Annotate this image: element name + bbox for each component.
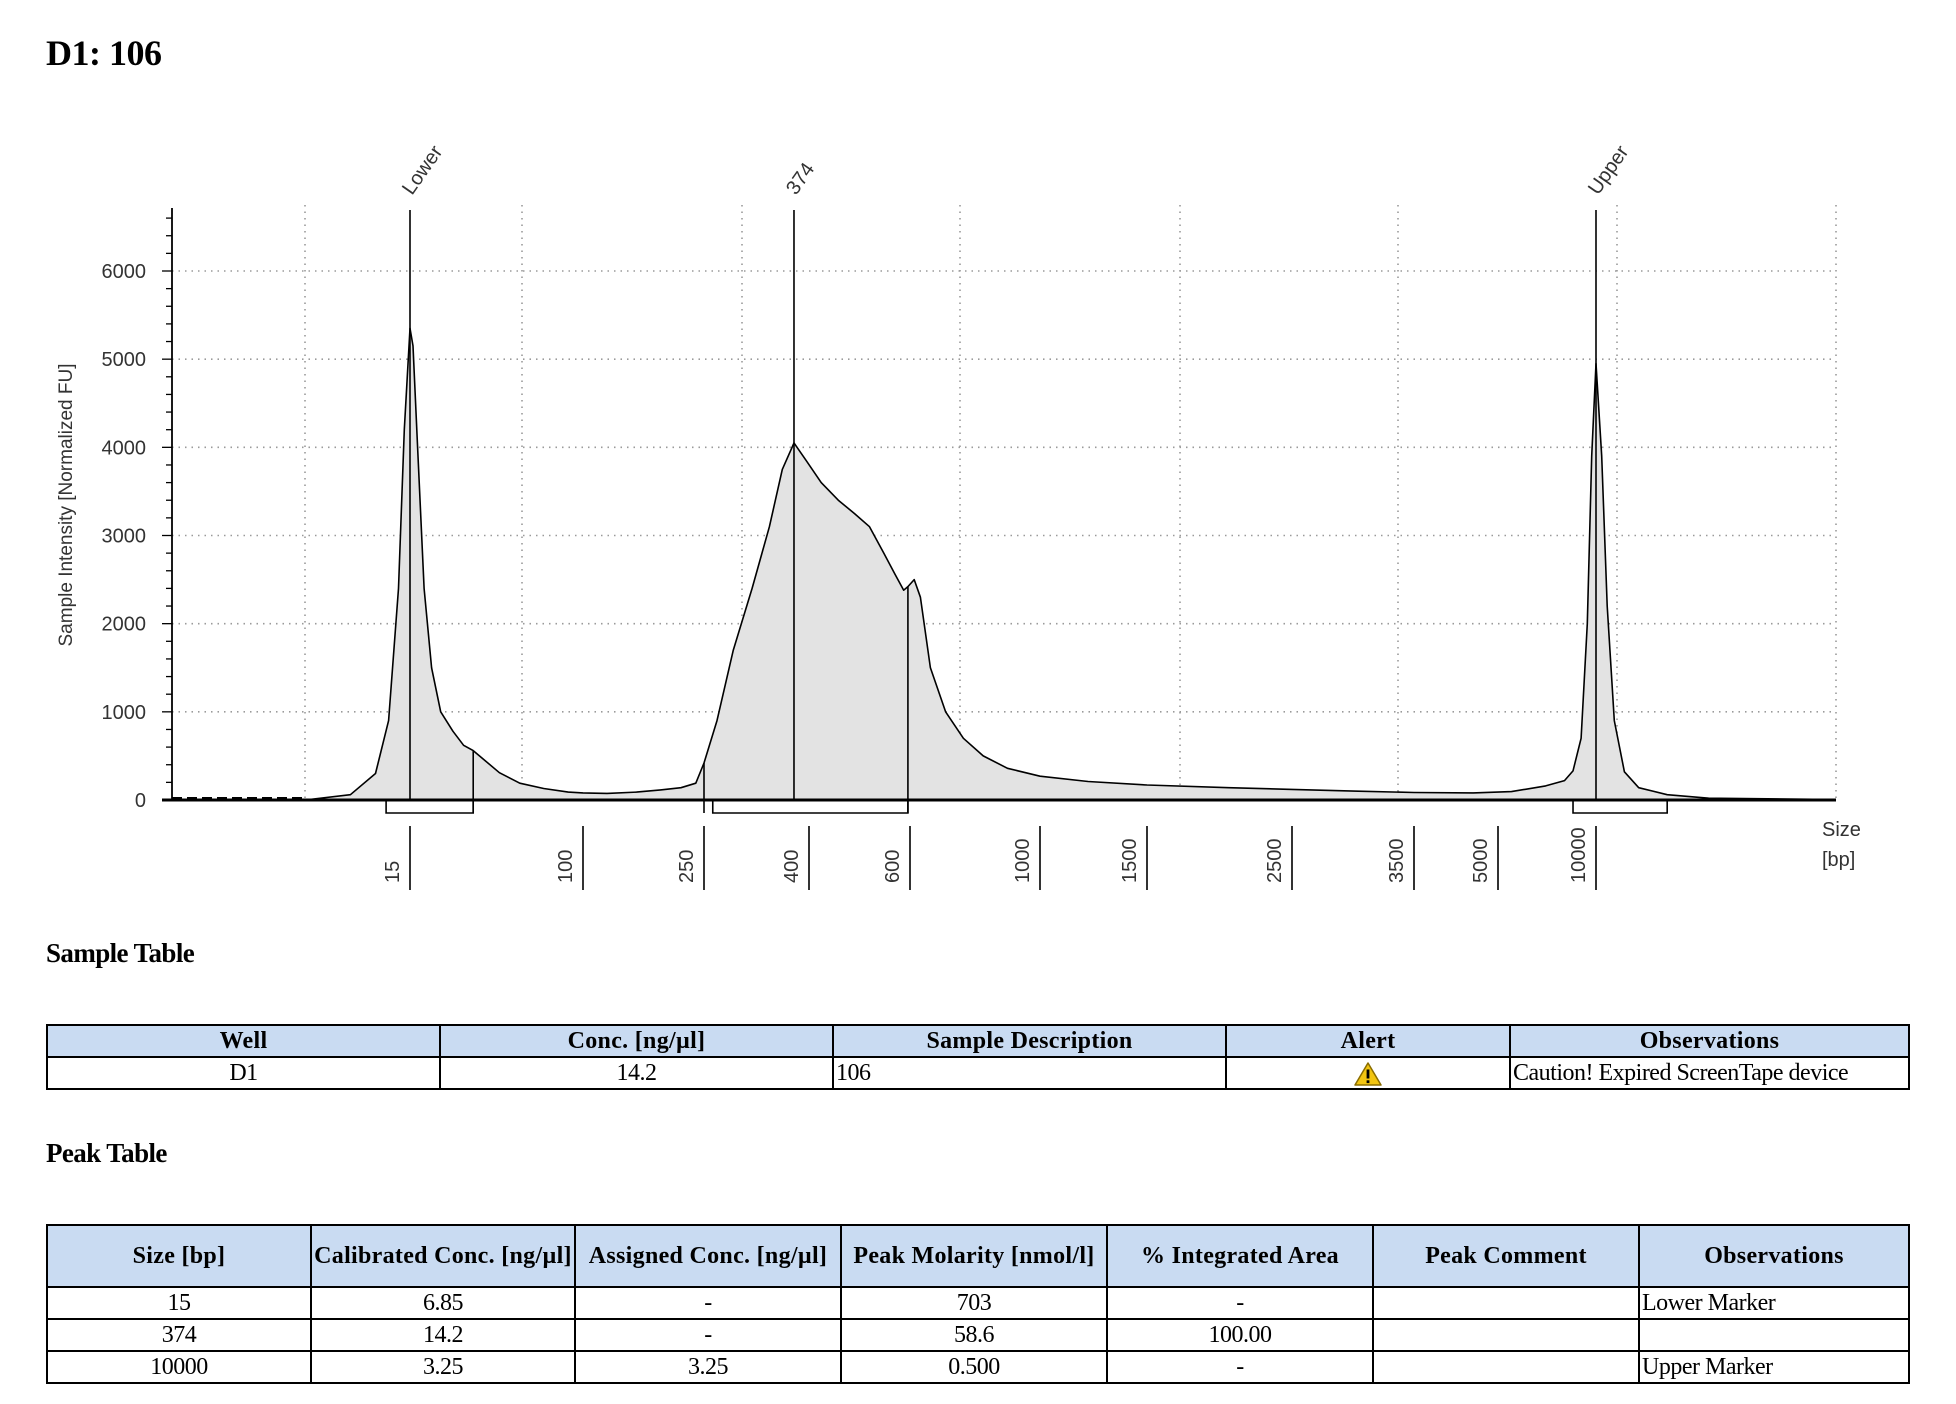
col-sample-description: Sample Description [832, 1024, 1227, 1058]
peak-label: Lower [398, 141, 447, 199]
cell-assigned-conc: - [574, 1318, 842, 1352]
region-bracket [711, 800, 909, 814]
region-brackets [385, 800, 1668, 814]
y-tick-label: 1000 [102, 702, 147, 724]
cell-size: 15 [46, 1286, 312, 1320]
cell-observations [1638, 1318, 1910, 1352]
trace-line [304, 327, 1837, 801]
cell-size: 10000 [46, 1350, 312, 1384]
x-tick-label: 400 [781, 850, 803, 883]
grid [172, 205, 1837, 800]
x-tick-label: 600 [882, 850, 904, 883]
col-calibrated-conc: Calibrated Conc. [ng/µl] [310, 1224, 576, 1288]
y-axis-label: Sample Intensity [Normalized FU] [56, 364, 77, 647]
peak-label: Upper [1584, 141, 1633, 199]
y-tick-label: 6000 [102, 261, 147, 283]
x-tick-label: 100 [555, 850, 577, 883]
y-tick-label: 2000 [102, 614, 147, 636]
cell-assigned-conc: 3.25 [574, 1350, 842, 1384]
col-size: Size [bp] [46, 1224, 312, 1288]
x-tick-label: 15 [382, 861, 404, 883]
page-title: D1: 106 [46, 33, 162, 73]
cell-alert [1225, 1056, 1511, 1090]
col-observations: Observations [1638, 1224, 1910, 1288]
region-bracket [1572, 800, 1668, 814]
cell-peak-comment [1372, 1318, 1640, 1352]
cell-size: 374 [46, 1318, 312, 1352]
cell-conc: 14.2 [439, 1056, 834, 1090]
cell-peak-comment [1372, 1350, 1640, 1384]
y-ticks: 0 1000 2000 3000 4000 5000 6000 [102, 217, 172, 812]
cell-peak-molarity: 0.500 [840, 1350, 1108, 1384]
x-tick-label: 5000 [1470, 839, 1492, 884]
trace-area [172, 328, 1836, 800]
col-well: Well [46, 1024, 441, 1058]
y-tick-label: 3000 [102, 526, 147, 548]
y-tick-label: 0 [135, 790, 146, 812]
x-tick-label: 2500 [1264, 839, 1286, 884]
table-row: 374 14.2 - 58.6 100.00 [46, 1318, 1910, 1352]
peak-label: 374 [782, 159, 819, 199]
cell-calibrated-conc: 14.2 [310, 1318, 576, 1352]
x-tick-label: 1000 [1012, 839, 1034, 884]
col-conc: Conc. [ng/µl] [439, 1024, 834, 1058]
cell-peak-molarity: 703 [840, 1286, 1108, 1320]
table-row: 15 6.85 - 703 - Lower Marker [46, 1286, 1910, 1320]
peak-table-title: Peak Table [46, 1138, 167, 1168]
cell-calibrated-conc: 6.85 [310, 1286, 576, 1320]
peak-markers: Lower 374 Upper [398, 141, 1634, 800]
cell-observations: Upper Marker [1638, 1350, 1910, 1384]
x-tick-label: 1500 [1119, 839, 1141, 884]
cell-observations: Caution! Expired ScreenTape device [1509, 1056, 1910, 1090]
peak-table-header-row: Size [bp] Calibrated Conc. [ng/µl] Assig… [46, 1224, 1910, 1288]
cell-peak-molarity: 58.6 [840, 1318, 1108, 1352]
sample-table: Well Conc. [ng/µl] Sample Description Al… [46, 1024, 1910, 1090]
cell-well: D1 [46, 1056, 441, 1090]
electropherogram-chart: Lower 374 Upper 0100020003000400050006000 … [56, 141, 1861, 890]
x-tick-label: 3500 [1386, 839, 1408, 884]
cell-integrated-area: - [1106, 1286, 1374, 1320]
x-tick-label: 10000 [1568, 827, 1590, 883]
warning-icon [1354, 1062, 1382, 1087]
table-row: 10000 3.25 3.25 0.500 - Upper Marker [46, 1350, 1910, 1384]
col-alert: Alert [1225, 1024, 1511, 1058]
x-axis-label-line2: [bp] [1822, 849, 1855, 871]
col-observations: Observations [1509, 1024, 1910, 1058]
sample-table-title: Sample Table [46, 938, 195, 968]
sample-table-header-row: Well Conc. [ng/µl] Sample Description Al… [46, 1024, 1910, 1058]
col-peak-comment: Peak Comment [1372, 1224, 1640, 1288]
table-row: D1 14.2 106 Caution! Expired ScreenTape … [46, 1056, 1910, 1090]
region-bracket [385, 800, 475, 814]
col-integrated-area: % Integrated Area [1106, 1224, 1374, 1288]
x-axis-label-line1: Size [1822, 819, 1861, 841]
y-tick-label: 4000 [102, 437, 147, 459]
y-tick-label: 5000 [102, 349, 147, 371]
trace-line [172, 327, 1837, 801]
col-peak-molarity: Peak Molarity [nmol/l] [840, 1224, 1108, 1288]
cell-peak-comment [1372, 1286, 1640, 1320]
cell-integrated-area: - [1106, 1350, 1374, 1384]
x-ticks: 15 100 250 400 600 1000 1500 2500 3500 5000 10000 [382, 826, 1597, 890]
col-assigned-conc: Assigned Conc. [ng/µl] [574, 1224, 842, 1288]
x-tick-label: 250 [676, 850, 698, 883]
cell-calibrated-conc: 3.25 [310, 1350, 576, 1384]
cell-sample-description: 106 [832, 1056, 1227, 1090]
peak-table: Size [bp] Calibrated Conc. [ng/µl] Assig… [46, 1224, 1910, 1384]
cell-assigned-conc: - [574, 1286, 842, 1320]
cell-integrated-area: 100.00 [1106, 1318, 1374, 1352]
trace-fill [172, 328, 1836, 800]
cell-observations: Lower Marker [1638, 1286, 1910, 1320]
